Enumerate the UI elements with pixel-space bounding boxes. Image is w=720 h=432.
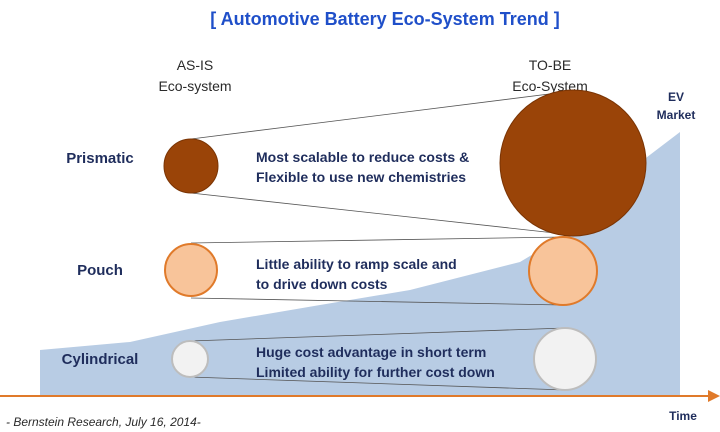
pouch-as-is-circle	[164, 243, 218, 297]
ev-market-label-line1: EV	[668, 90, 684, 104]
prismatic-to-be-circle	[499, 89, 647, 237]
ev-market-label-line2: Market	[657, 108, 696, 122]
pouch-connector-top	[190, 236, 564, 244]
cylindrical-connector-bottom	[189, 376, 566, 391]
pouch-to-be-circle	[528, 236, 598, 306]
cylindrical-connector-top	[189, 327, 566, 342]
as-is-header-line2: Eco-system	[158, 78, 231, 94]
prismatic-connector-bottom	[190, 192, 574, 236]
cylindrical-to-be-circle	[533, 327, 597, 391]
time-label: Time	[669, 409, 697, 423]
cylindrical-as-is-circle	[171, 340, 209, 378]
row-label-cylindrical: Cylindrical	[62, 351, 139, 368]
row-label-pouch: Pouch	[77, 262, 123, 279]
pouch-desc-line2: to drive down costs	[256, 276, 388, 292]
prismatic-desc-line1: Most scalable to reduce costs &	[256, 149, 469, 165]
as-is-header-line1: AS-IS	[177, 57, 214, 73]
pouch-desc-line1: Little ability to ramp scale and	[256, 256, 457, 272]
source-citation: - Bernstein Research, July 16, 2014-	[6, 415, 201, 429]
pouch-connector-bottom	[190, 297, 564, 306]
diagram-title: [ Automotive Battery Eco-System Trend ]	[210, 9, 559, 29]
time-axis-arrowhead	[708, 390, 720, 402]
prismatic-as-is-circle	[163, 138, 219, 194]
row-label-prismatic: Prismatic	[66, 150, 134, 167]
to-be-header-line1: TO-BE	[529, 57, 572, 73]
cylindrical-desc-line1: Huge cost advantage in short term	[256, 344, 486, 360]
prismatic-desc-line2: Flexible to use new chemistries	[256, 169, 466, 185]
prismatic-connector-top	[190, 90, 574, 140]
cylindrical-desc-line2: Limited ability for further cost down	[256, 364, 495, 380]
